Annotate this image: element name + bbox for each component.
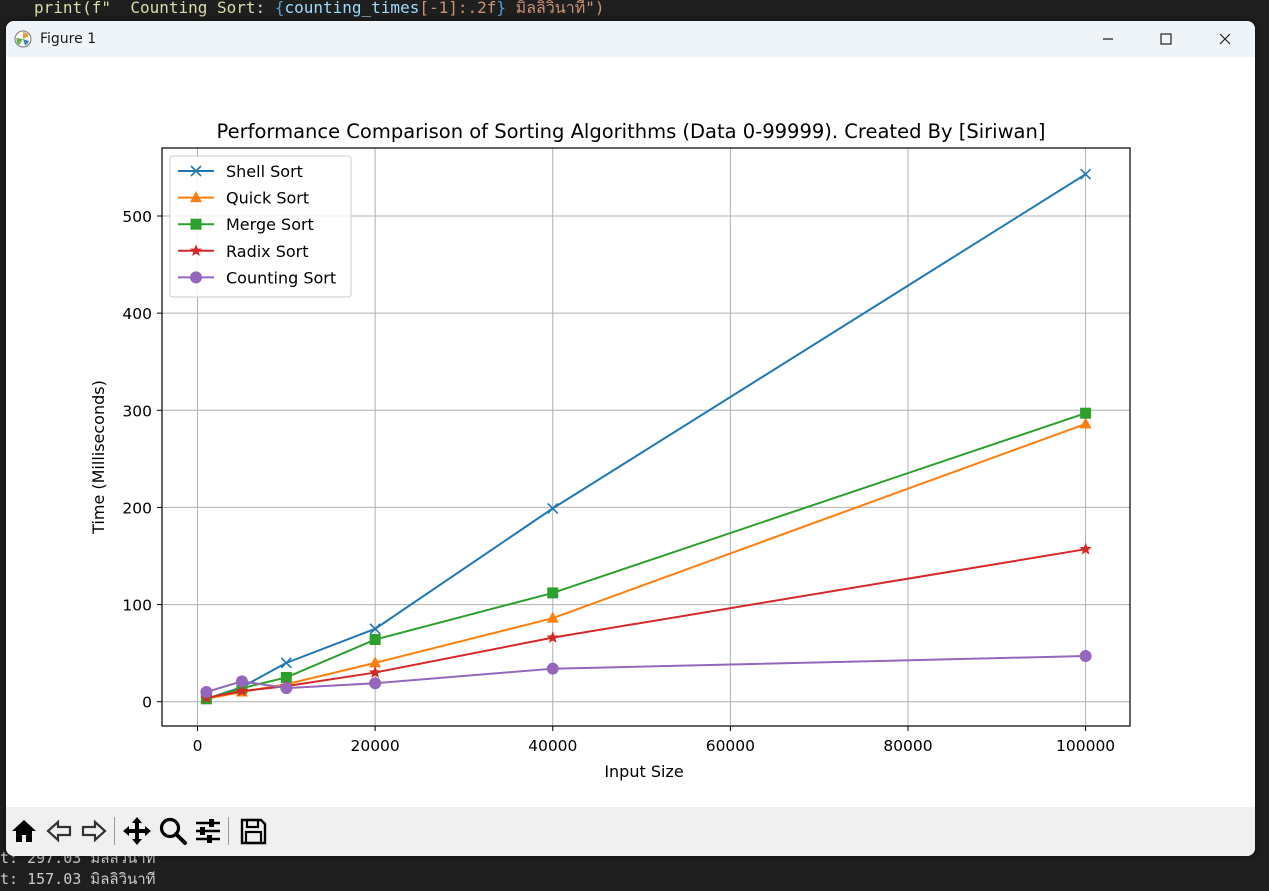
title-bar[interactable]: Figure 1 — [6, 21, 1255, 57]
zoom-icon — [159, 817, 187, 845]
home-button[interactable] — [8, 815, 40, 847]
data-point-radix-sort — [546, 631, 559, 643]
legend-marker-stroke — [190, 165, 202, 177]
legend-entry-merge-sort: Merge Sort — [178, 215, 314, 234]
code-line-print: print(f" Counting Sort: {counting_times[… — [34, 0, 605, 17]
back-button[interactable] — [43, 815, 75, 847]
close-icon — [1219, 33, 1231, 45]
legend: Shell Sort Quick Sort Merge Sort Radix Sort… — [169, 155, 352, 298]
data-point-counting-sort — [280, 682, 293, 695]
configure-subplots-icon — [196, 819, 220, 843]
series-quick-sort — [200, 417, 1092, 704]
data-point-merge-sort — [547, 587, 559, 599]
figure-window: Figure 1 Performance Comparison of Sorti… — [6, 21, 1255, 856]
data-point-counting-sort — [200, 686, 213, 698]
legend-entry-quick-sort: Quick Sort — [178, 189, 309, 208]
legend-entry-radix-sort: Radix Sort — [178, 242, 309, 261]
axes-frame — [161, 147, 1131, 727]
forward-icon — [81, 819, 107, 843]
maximize-icon — [1160, 33, 1172, 45]
minimize-button[interactable] — [1079, 21, 1137, 57]
pan-button[interactable] — [121, 815, 153, 847]
x-tick-label: 0 — [193, 737, 203, 755]
line-chart: Performance Comparison of Sorting Algori… — [89, 120, 1131, 781]
data-point-shell-sort — [1080, 168, 1092, 180]
data-point-radix-sort — [368, 666, 382, 678]
toolbar-separator — [228, 817, 229, 845]
legend-box — [169, 155, 352, 298]
data-point-radix-sort — [1079, 542, 1092, 555]
data-point-merge-sort — [1080, 407, 1092, 419]
series-counting-sort — [200, 650, 1092, 698]
terminal-output-line: t: 157.03 มิลลิวินาที — [0, 870, 156, 888]
x-tick-label: 80000 — [883, 737, 932, 755]
data-point-counting-sort — [369, 677, 382, 690]
data-point-radix-sort — [235, 684, 249, 697]
legend-marker — [190, 218, 202, 230]
series-line-merge-sort — [206, 412, 1086, 700]
data-point-quick-sort — [546, 611, 559, 623]
matplotlib-logo-icon — [14, 30, 32, 48]
legend-entry-shell-sort: Shell Sort — [178, 162, 303, 181]
navigation-toolbar — [6, 807, 1255, 856]
pan-icon — [123, 817, 151, 845]
data-point-counting-sort — [546, 662, 559, 675]
y-tick-label: 400 — [122, 305, 152, 323]
chart-title: Performance Comparison of Sorting Algori… — [217, 120, 1046, 143]
close-button[interactable] — [1196, 21, 1254, 57]
window-title: Figure 1 — [40, 31, 97, 47]
forward-button[interactable] — [78, 815, 110, 847]
legend-marker — [190, 271, 202, 284]
y-tick-label: 200 — [122, 499, 152, 517]
data-point-quick-sort — [1079, 417, 1092, 429]
data-point-shell-sort-stroke — [1080, 168, 1092, 180]
series-line-counting-sort — [206, 655, 1086, 693]
data-point-shell-sort — [547, 502, 559, 514]
maximize-button[interactable] — [1137, 21, 1195, 57]
legend-label: Counting Sort — [226, 268, 336, 287]
data-point-shell-sort — [280, 657, 292, 669]
back-icon — [46, 819, 72, 843]
save-button[interactable] — [237, 815, 269, 847]
figure-canvas[interactable]: Performance Comparison of Sorting Algori… — [6, 57, 1255, 807]
x-tick-label: 40000 — [528, 737, 577, 755]
x-tick-label: 20000 — [350, 737, 399, 755]
legend-entry-counting-sort: Counting Sort — [178, 268, 336, 287]
y-tick-label: 500 — [122, 208, 152, 226]
legend-label: Quick Sort — [226, 189, 309, 208]
data-point-merge-sort — [280, 671, 292, 683]
series-line-radix-sort — [206, 548, 1086, 699]
legend-marker — [190, 165, 202, 177]
x-tick-label: 60000 — [706, 737, 755, 755]
legend-marker — [189, 244, 203, 257]
data-point-shell-sort-stroke — [547, 502, 559, 514]
minimize-icon — [1103, 38, 1113, 40]
data-point-shell-sort-stroke — [369, 623, 381, 635]
legend-marker — [190, 191, 202, 203]
x-axis-label: Input Size — [604, 762, 683, 781]
configure-subplots-button[interactable] — [192, 815, 224, 847]
data-point-counting-sort — [1079, 650, 1092, 663]
toolbar-separator — [114, 817, 115, 845]
data-point-shell-sort-stroke — [280, 657, 292, 669]
data-point-merge-sort — [369, 634, 381, 646]
data-point-counting-sort — [235, 675, 248, 688]
series-radix-sort — [200, 542, 1092, 704]
legend-label: Merge Sort — [226, 215, 314, 234]
legend-label: Radix Sort — [226, 242, 309, 261]
data-point-quick-sort — [369, 656, 382, 668]
legend-label: Shell Sort — [226, 162, 303, 181]
y-tick-label: 300 — [122, 402, 152, 420]
home-icon — [12, 820, 36, 842]
y-tick-label: 100 — [122, 597, 152, 615]
x-tick-label: 100000 — [1056, 737, 1115, 755]
data-point-shell-sort — [369, 623, 381, 635]
y-axis-label: Time (Milliseconds) — [89, 380, 108, 535]
zoom-button[interactable] — [157, 815, 189, 847]
y-tick-label: 0 — [142, 694, 152, 712]
save-icon — [240, 818, 267, 845]
